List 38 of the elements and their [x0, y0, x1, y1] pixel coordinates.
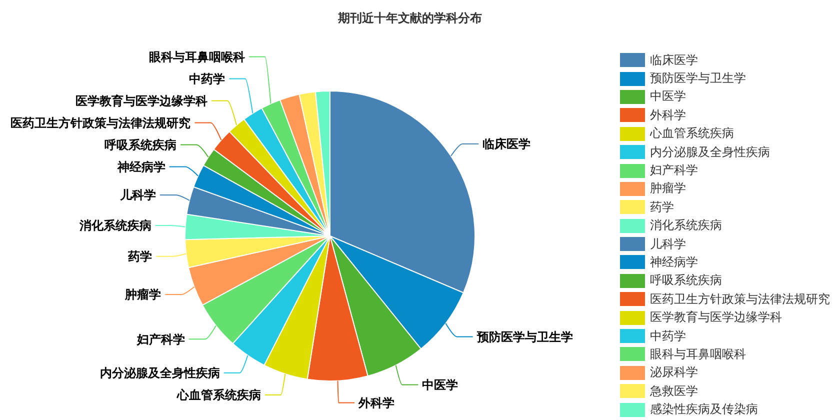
slice-label: 临床医学 — [482, 137, 531, 152]
legend-label: 中药学 — [650, 328, 686, 345]
legend-label: 眼科与耳鼻咽喉科 — [650, 346, 746, 363]
slice-label: 神经病学 — [116, 160, 166, 174]
legend-label: 感染性疾病及传染病 — [650, 401, 758, 418]
slice-label: 预防医学与卫生学 — [476, 330, 573, 344]
legend-label: 肿瘤学 — [650, 180, 686, 198]
slice-label: 肿瘤学 — [124, 288, 162, 302]
slice-label: 药学 — [127, 250, 152, 264]
slice-label: 内分泌腺及全身性疾病 — [100, 366, 220, 380]
slice-label: 心血管系统疾病 — [176, 388, 261, 402]
legend-label: 急救医学 — [650, 382, 698, 400]
legend-label: 泌尿科学 — [650, 364, 698, 382]
slice-label: 医药卫生方针政策与法律法规研究 — [10, 116, 191, 130]
legend-label: 预防医学与卫生学 — [650, 70, 746, 88]
legend-label: 临床医学 — [650, 52, 698, 69]
legend-label: 呼吸系统疾病 — [650, 272, 722, 290]
slice-label: 医学教育与医学边缘学科 — [76, 94, 208, 108]
legend-label: 医学教育与医学边缘学科 — [650, 309, 782, 326]
legend-label: 妇产科学 — [650, 162, 698, 180]
slice-label: 消化系统疾病 — [78, 218, 152, 233]
slice-label: 妇产科学 — [136, 332, 185, 346]
legend-label: 神经病学 — [650, 254, 698, 271]
legend-label: 心血管系统疾病 — [650, 125, 734, 142]
slice-label: 中医学 — [422, 378, 458, 392]
slice-label: 外科学 — [357, 396, 394, 410]
slice-label: 儿科学 — [118, 188, 156, 202]
slice-label: 中药学 — [189, 72, 226, 86]
legend-label: 内分泌腺及全身性疾病 — [650, 144, 770, 161]
slice-label: 眼科与耳鼻咽喉科 — [149, 50, 246, 64]
legend-label: 儿科学 — [650, 236, 686, 253]
legend-label: 外科学 — [650, 106, 686, 124]
slice-label: 呼吸系统疾病 — [104, 138, 177, 152]
legend-label: 消化系统疾病 — [650, 217, 722, 234]
legend-label: 药学 — [650, 198, 674, 216]
chart-title: 期刊近十年文献的学科分布 — [337, 10, 483, 27]
legend-label: 中医学 — [650, 88, 686, 106]
legend-label: 医药卫生方针政策与法律法规研究 — [650, 290, 830, 308]
